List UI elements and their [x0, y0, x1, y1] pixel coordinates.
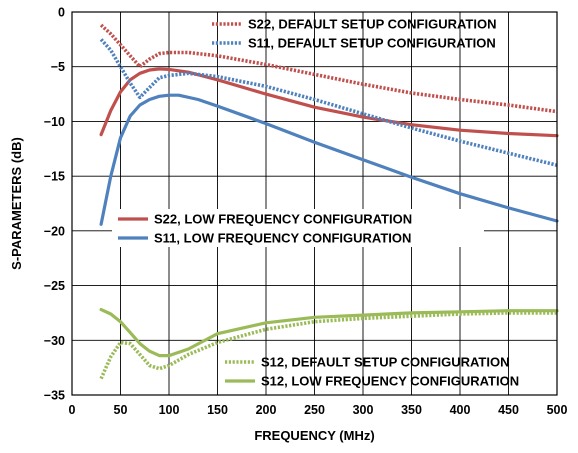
legend: S22, DEFAULT SETUP CONFIGURATION S11, DEF…	[112, 17, 519, 389]
legend-background	[112, 209, 484, 247]
legend-label: S12, DEFAULT SETUP CONFIGURATION	[261, 355, 509, 370]
legend-label: S12, LOW FREQUENCY CONFIGURATION	[261, 374, 519, 389]
x-tick-label: 250	[304, 403, 325, 417]
series-line	[99, 38, 558, 167]
y-tick-labels: 0 −5 −10 −15 −20 −25 −30 −35	[44, 6, 65, 403]
x-tick-label: 450	[498, 403, 519, 417]
legend-label: S11, DEFAULT SETUP CONFIGURATION	[248, 36, 496, 51]
y-tick-label: −25	[44, 279, 65, 293]
legend-label: S22, DEFAULT SETUP CONFIGURATION	[248, 17, 496, 32]
x-tick-label: 50	[114, 403, 128, 417]
y-tick-label: −10	[44, 115, 65, 129]
y-tick-label: −5	[51, 60, 65, 74]
plot-border	[71, 11, 558, 396]
legend-label: S22, LOW FREQUENCY CONFIGURATION	[154, 212, 412, 227]
x-tick-label: 350	[401, 403, 422, 417]
x-tick-labels: 0 50 100 150 200 250 300 350 400 450 500	[69, 403, 568, 417]
x-tick-label: 0	[69, 403, 76, 417]
series-line	[99, 93, 559, 226]
y-axis-label: S-PARAMETERS (dB)	[9, 137, 24, 270]
series-layer	[99, 23, 559, 380]
x-tick-label: 400	[450, 403, 471, 417]
series-line	[99, 311, 557, 380]
x-axis-label: FREQUENCY (MHz)	[254, 428, 374, 443]
x-tick-label: 150	[207, 403, 228, 417]
y-tick-label: −20	[44, 224, 65, 238]
x-tick-label: 300	[353, 403, 374, 417]
x-tick-label: 500	[547, 403, 568, 417]
y-tick-label: 0	[58, 6, 65, 20]
y-tick-label: −35	[44, 389, 65, 403]
y-tick-label: −30	[44, 334, 65, 348]
y-tick-label: −15	[44, 170, 65, 184]
legend-label: S11, LOW FREQUENCY CONFIGURATION	[154, 231, 411, 246]
x-tick-label: 200	[256, 403, 277, 417]
series-line	[99, 308, 559, 358]
x-tick-label: 100	[159, 403, 180, 417]
